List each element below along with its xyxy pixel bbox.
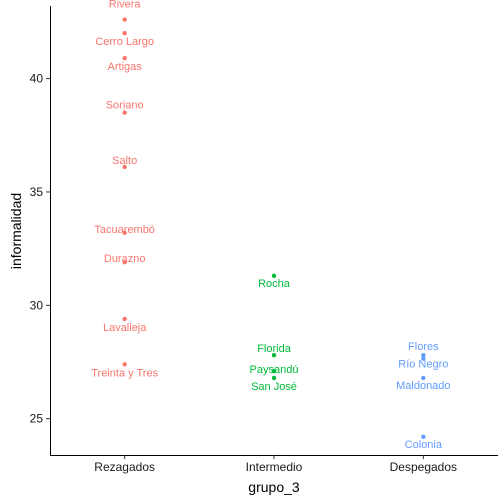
point-label: San José: [251, 381, 297, 393]
data-point: [271, 353, 277, 358]
point-label: Paysandú: [250, 364, 299, 376]
data-point: [122, 316, 127, 322]
data-point: [421, 353, 426, 358]
x-tick-label: Despegados: [390, 460, 457, 474]
point-label: Tacuarembó: [94, 224, 155, 236]
point-label: Maldonado: [396, 380, 450, 392]
point-labels: Rivera Cerro Largo Artigas Soriano Salto Tacu…: [91, 0, 450, 451]
data-point: [271, 273, 277, 279]
data-point: [122, 17, 127, 22]
point-label: Salto: [112, 155, 137, 167]
x-tick-label: Rezagados: [94, 460, 155, 474]
data-points: [122, 17, 426, 440]
point-label: Flores: [408, 341, 439, 353]
y-tick-label: 30: [30, 298, 44, 312]
point-label: Rivera: [109, 0, 142, 11]
point-label: Cerro Largo: [95, 36, 154, 48]
y-tick-label: 40: [30, 72, 44, 86]
point-label: Rocha: [258, 278, 291, 290]
data-point: [421, 434, 426, 440]
data-point: [122, 55, 127, 61]
data-point: [122, 362, 127, 367]
data-point: [421, 375, 426, 381]
data-point: [122, 260, 127, 265]
y-tick-label: 35: [30, 185, 44, 199]
x-axis-title: grupo_3: [248, 479, 300, 495]
point-label: Lavalleja: [103, 322, 147, 334]
point-label: Soriano: [106, 100, 144, 112]
point-label: Colonia: [405, 439, 443, 451]
point-label: Río Negro: [398, 359, 448, 371]
data-point: [122, 110, 127, 115]
data-point: [122, 164, 127, 170]
y-axis-title: informalidad: [8, 193, 24, 269]
data-point: [122, 230, 127, 235]
data-point: [421, 356, 426, 361]
point-label: Treinta y Tres: [91, 367, 158, 379]
y-ticks: 25 30 35 40: [30, 72, 50, 426]
y-tick-label: 25: [30, 412, 44, 426]
data-point: [271, 375, 277, 381]
x-ticks: Rezagados Intermedio Despegados: [94, 455, 457, 474]
x-tick-label: Intermedio: [246, 460, 303, 474]
point-label: Artigas: [108, 61, 143, 73]
point-label: Florida: [257, 343, 292, 355]
point-label: Durazno: [104, 253, 146, 265]
data-point: [271, 368, 277, 374]
data-point: [122, 31, 127, 36]
